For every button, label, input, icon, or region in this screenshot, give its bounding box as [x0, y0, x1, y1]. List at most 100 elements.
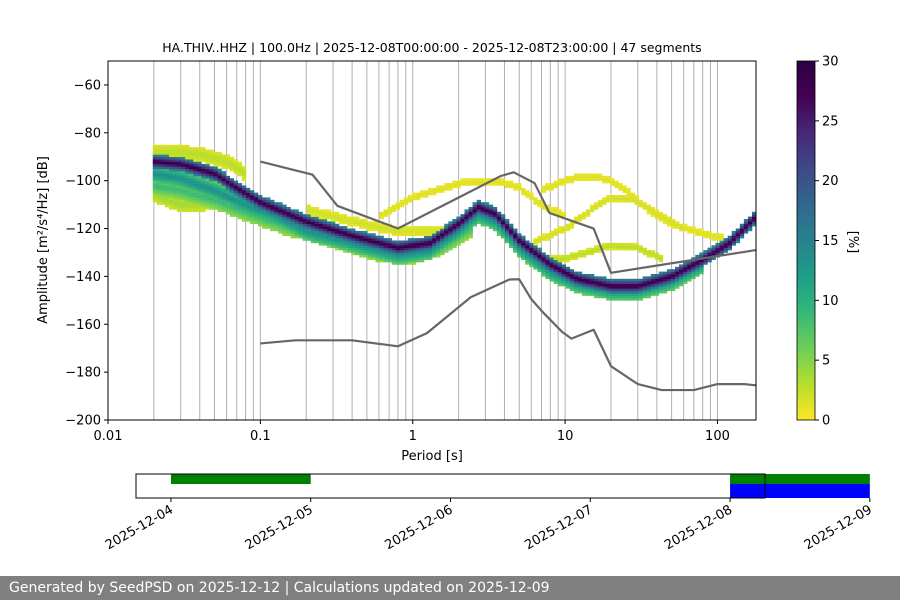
psd-cell: [480, 204, 486, 208]
psd-cell: [156, 190, 162, 193]
psd-cell: [606, 293, 611, 296]
psd-cell: [217, 195, 222, 198]
psd-cell: [553, 211, 558, 215]
psd-cell: [545, 235, 550, 239]
psd-cell: [330, 238, 336, 241]
psd-cell: [290, 221, 295, 225]
psd-cell: [197, 209, 202, 213]
psd-cell: [278, 223, 283, 227]
psd-cell: [294, 223, 299, 227]
psd-cell: [253, 214, 259, 217]
psd-cell: [237, 195, 243, 198]
psd-cell: [411, 238, 417, 241]
psd-cell: [529, 250, 534, 253]
psd-cell: [193, 195, 198, 198]
psd-cell: [249, 192, 255, 196]
psd-cell: [553, 271, 558, 275]
psd-cell: [375, 226, 380, 229]
psd-cell: [302, 230, 307, 234]
psd-cell: [513, 250, 518, 253]
psd-cell: [201, 192, 206, 196]
psd-cell: [565, 178, 571, 181]
psd-cell: [326, 216, 332, 220]
psd-cell: [695, 228, 700, 232]
psd-cell: [225, 202, 230, 205]
psd-cell: [557, 276, 562, 280]
psd-cell: [343, 233, 348, 237]
psd-cell: [164, 204, 170, 208]
psd-cell: [626, 288, 631, 292]
psd-cell: [565, 259, 571, 263]
psd-cell: [658, 216, 664, 220]
psd-cell: [448, 247, 453, 251]
psd-cell: [537, 250, 542, 253]
psd-cell: [189, 168, 194, 172]
psd-cell: [529, 247, 534, 251]
psd-cell: [379, 240, 384, 244]
psd-cell: [221, 195, 226, 198]
psd-cell: [156, 156, 162, 160]
psd-cell: [322, 238, 328, 241]
psd-cell: [630, 295, 635, 299]
psd-cell: [549, 257, 554, 260]
psd-cell: [440, 252, 445, 256]
psd-cell: [468, 183, 473, 186]
psd-cell: [585, 274, 591, 277]
psd-cell: [432, 240, 437, 244]
psd-cell: [598, 204, 603, 208]
psd-cell: [496, 178, 502, 181]
psd-cell: [432, 242, 437, 246]
psd-cell: [229, 202, 235, 205]
psd-cell: [367, 250, 372, 253]
psd-cell: [638, 283, 643, 287]
psd-cell: [245, 218, 251, 222]
psd-cell: [598, 178, 603, 181]
psd-cell: [407, 254, 413, 258]
psd-cell: [270, 209, 275, 213]
psd-cell: [225, 156, 230, 160]
psd-cell: [217, 178, 222, 181]
psd-cell: [270, 216, 275, 220]
psd-cell: [537, 238, 542, 241]
psd-cell: [675, 285, 680, 289]
psd-cell: [205, 149, 210, 153]
psd-cell: [634, 295, 639, 299]
psd-cell: [500, 218, 506, 222]
psd-cell: [314, 235, 320, 239]
psd-cell: [363, 226, 368, 229]
psd-cell: [205, 159, 210, 162]
psd-cell: [177, 151, 182, 155]
psd-cell: [480, 214, 486, 217]
psd-cell: [245, 190, 251, 193]
psd-cell: [521, 242, 526, 246]
psd-cell: [306, 211, 311, 215]
psd-cell: [343, 250, 348, 253]
psd-cell: [403, 233, 409, 237]
psd-cell: [274, 226, 279, 229]
psd-cell: [679, 281, 684, 284]
psd-cell: [424, 226, 429, 229]
psd-cell: [436, 190, 441, 193]
psd-cell: [233, 183, 239, 186]
psd-cell: [444, 240, 449, 244]
psd-cell: [213, 168, 218, 172]
psd-cell: [670, 218, 676, 222]
psd-cell: [569, 278, 575, 282]
psd-cell: [553, 209, 558, 213]
psd-cell: [444, 185, 449, 189]
psd-cell: [343, 247, 348, 251]
psd-cell: [387, 254, 392, 258]
psd-cell: [654, 283, 660, 287]
psd-cell: [610, 197, 615, 201]
psd-cell: [185, 171, 190, 174]
psd-cell: [249, 221, 255, 225]
psd-cell: [270, 211, 275, 215]
psd-cell: [654, 254, 660, 258]
psd-cell: [472, 216, 477, 220]
psd-cell: [245, 192, 251, 196]
psd-cell: [225, 154, 230, 158]
psd-cell: [197, 206, 202, 210]
psd-cell: [707, 259, 712, 263]
psd-cell: [428, 252, 433, 256]
